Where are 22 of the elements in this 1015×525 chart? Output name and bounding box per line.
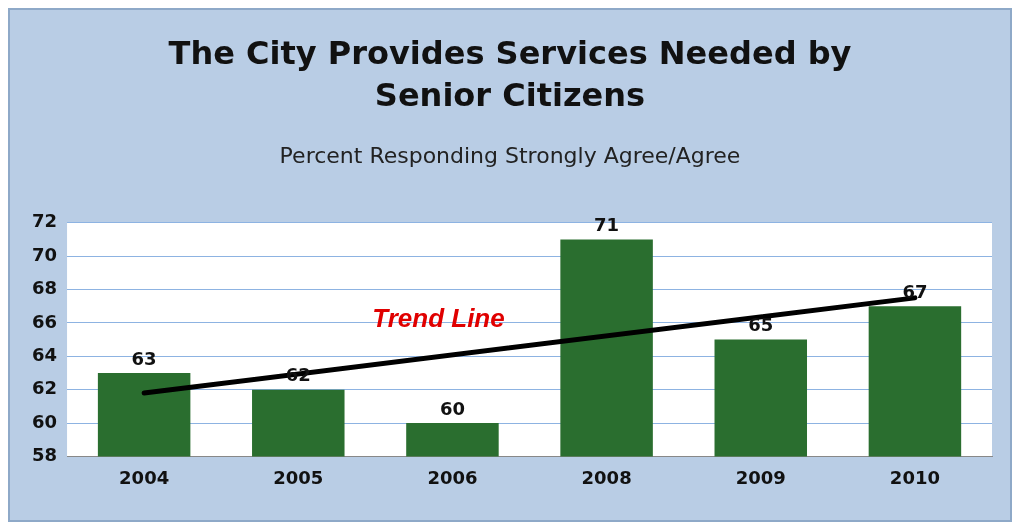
- y-tick-label: 70: [31, 243, 58, 265]
- y-tick-label: 60: [31, 410, 58, 432]
- x-tick-label: 2004: [119, 466, 170, 488]
- y-tick-label: 68: [31, 277, 58, 299]
- data-label: 71: [594, 214, 620, 236]
- x-tick-label: 2009: [735, 466, 786, 488]
- x-tick-label: 2005: [273, 466, 324, 488]
- x-tick-label: 2008: [581, 466, 632, 488]
- chart-title: The City Provides Services Needed by Senior Citizens: [167, 33, 853, 116]
- data-label: 63: [131, 347, 157, 369]
- y-tick-label: 64: [31, 343, 58, 365]
- chart-subtitle: Percent Responding Strongly Agree/Agree: [278, 143, 742, 168]
- y-tick-label: 62: [31, 377, 58, 399]
- data-label: 60: [439, 397, 465, 419]
- data-label: 65: [748, 314, 774, 336]
- y-tick-label: 58: [31, 444, 58, 466]
- y-tick-label: 66: [31, 310, 58, 332]
- annotation: Trend Line: [372, 302, 505, 333]
- y-tick-label: 72: [31, 210, 58, 232]
- data-label: 67: [902, 280, 928, 302]
- x-tick-label: 2010: [889, 466, 940, 488]
- x-tick-label: 2006: [427, 466, 478, 488]
